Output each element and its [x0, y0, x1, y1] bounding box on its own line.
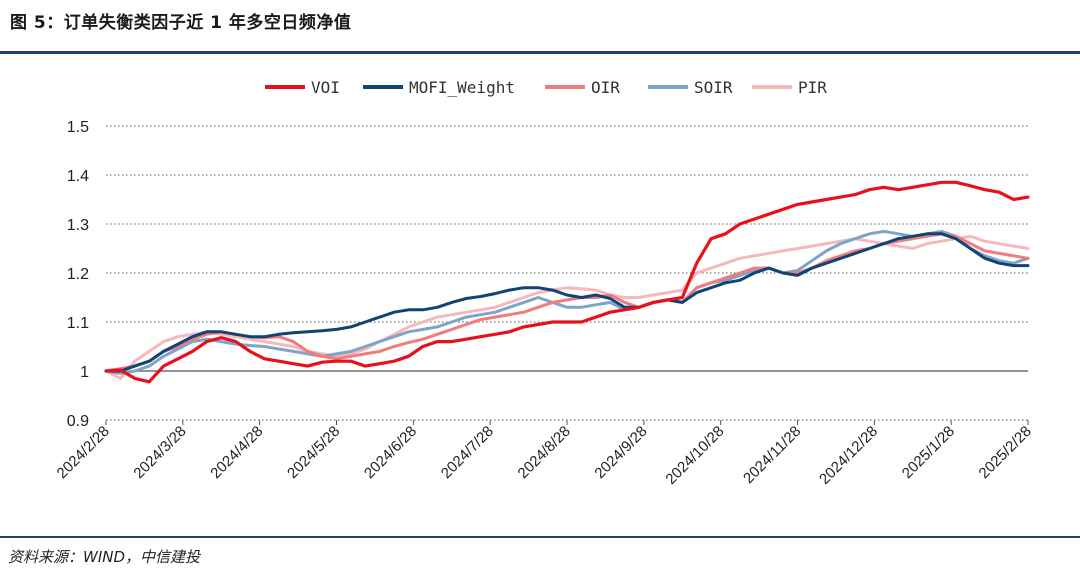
x-tick-label: 2024/9/28 — [591, 423, 650, 482]
line-chart: 1.51.41.31.21.110.9 2024/2/28 2024/3/28 20… — [54, 78, 1035, 488]
x-tick-label: 2024/2/28 — [54, 423, 113, 482]
x-tick-label: 2024/11/28 — [740, 423, 804, 487]
y-axis-ticks: 1.5 1.4 1.3 1.2 1.1 1 0.9 — [67, 119, 89, 430]
x-tick-label: 2024/5/28 — [284, 423, 343, 482]
y-tick-label: 0.9 — [67, 413, 89, 430]
grid-lines — [106, 125, 1028, 421]
y-tick-label: 1 — [80, 364, 89, 381]
legend-label: PIR — [798, 78, 827, 97]
legend: VOI MOFI_Weight OIR SOIR PIR — [265, 78, 827, 97]
legend-label: SOIR — [694, 78, 733, 97]
series-line-mofi-weight — [104, 232, 1030, 373]
legend-label: VOI — [311, 78, 340, 97]
source-note: 资料来源：WIND，中信建投 — [8, 548, 201, 566]
series-line-voi — [104, 180, 1030, 384]
x-tick-label: 2024/3/28 — [130, 423, 189, 482]
x-tick-label: 2024/12/28 — [816, 423, 881, 488]
y-tick-label: 1.4 — [67, 168, 89, 185]
x-tick-label: 2024/7/28 — [438, 423, 497, 482]
x-tick-label: 2024/6/28 — [361, 423, 420, 482]
series-lines — [104, 180, 1030, 384]
y-tick-label: 1.3 — [67, 217, 89, 234]
series-line-oir — [104, 232, 1030, 373]
x-tick-label: 2024/8/28 — [515, 423, 574, 482]
x-axis-ticks: 2024/2/28 2024/3/28 2024/4/28 2024/5/28 2024… — [54, 420, 1035, 488]
figure-title: 图 5：订单失衡类因子近 1 年多空日频净值 — [10, 13, 352, 33]
x-tick-label: 2025/2/28 — [976, 423, 1035, 482]
footer-divider — [0, 536, 1080, 538]
series-line-pir — [104, 234, 1030, 380]
y-tick-label: 1.1 — [67, 315, 89, 332]
y-tick-label: 1.2 — [67, 266, 89, 283]
x-tick-label: 2025/1/28 — [899, 423, 958, 482]
title-divider — [0, 51, 1080, 54]
x-tick-label: 2024/10/28 — [662, 423, 727, 488]
x-tick-label: 2024/4/28 — [207, 423, 266, 482]
y-tick-label: 1.5 — [67, 119, 89, 136]
legend-label: OIR — [591, 78, 620, 97]
series-line-soir — [104, 229, 1030, 375]
legend-label: MOFI_Weight — [409, 78, 515, 97]
